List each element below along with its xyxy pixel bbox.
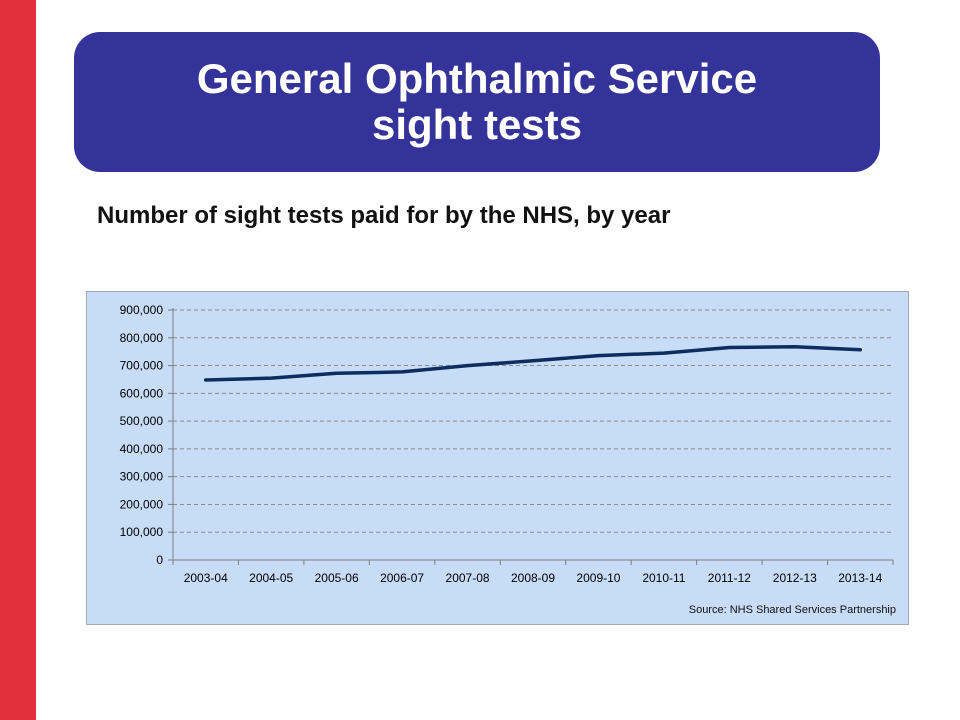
line-chart: 0 100,000 200,000 300,000 400,000 500,000 600,… xyxy=(120,303,894,585)
accent-bar xyxy=(0,0,36,720)
y-tick-label: 300,000 xyxy=(120,470,164,484)
x-tick-label: 2003-04 xyxy=(184,571,228,585)
chart-panel: 0 100,000 200,000 300,000 400,000 500,000 600,… xyxy=(86,291,909,625)
x-tick-label: 2010-11 xyxy=(642,571,685,585)
data-point xyxy=(531,359,535,363)
slide-title-line-2: sight tests xyxy=(371,101,583,148)
y-tick-label: 100,000 xyxy=(120,525,164,539)
x-tick-label: 2008-09 xyxy=(511,571,555,585)
data-point xyxy=(335,371,339,375)
x-tick-label: 2009-10 xyxy=(576,571,620,585)
title-banner: General Ophthalmic Service sight tests xyxy=(74,32,880,172)
x-tick-label: 2004-05 xyxy=(249,571,293,585)
data-point xyxy=(400,370,404,374)
data-point xyxy=(858,348,862,352)
x-tick-label: 2011-12 xyxy=(708,571,751,585)
y-tick-label: 500,000 xyxy=(120,414,164,428)
data-point xyxy=(793,345,797,349)
data-point xyxy=(727,346,731,349)
source-note: Source: NHS Shared Services Partnership xyxy=(688,604,896,616)
data-point xyxy=(204,378,208,382)
x-tick-label: 2012-13 xyxy=(773,571,817,585)
series-line xyxy=(203,344,863,382)
x-tick-label: 2006-07 xyxy=(380,571,424,585)
data-point xyxy=(269,376,273,380)
data-point xyxy=(662,351,666,355)
slide-title-line-1: General Ophthalmic Service xyxy=(196,55,758,102)
y-tick-label: 200,000 xyxy=(120,497,164,511)
y-tick-label: 0 xyxy=(156,553,163,567)
y-tick-label: 900,000 xyxy=(120,303,164,317)
y-tick-label: 700,000 xyxy=(120,359,164,373)
y-tick-label: 400,000 xyxy=(120,442,164,456)
x-tick-label: 2007-08 xyxy=(446,571,490,585)
x-tick-label: 2005-06 xyxy=(315,571,359,585)
x-tick-label: 2013-14 xyxy=(838,571,882,585)
data-point xyxy=(466,364,470,368)
y-tick-label: 800,000 xyxy=(120,331,164,345)
y-tick-label: 600,000 xyxy=(120,386,164,400)
chart-subtitle: Number of sight tests paid for by the NH… xyxy=(97,202,671,229)
data-point xyxy=(596,354,600,358)
